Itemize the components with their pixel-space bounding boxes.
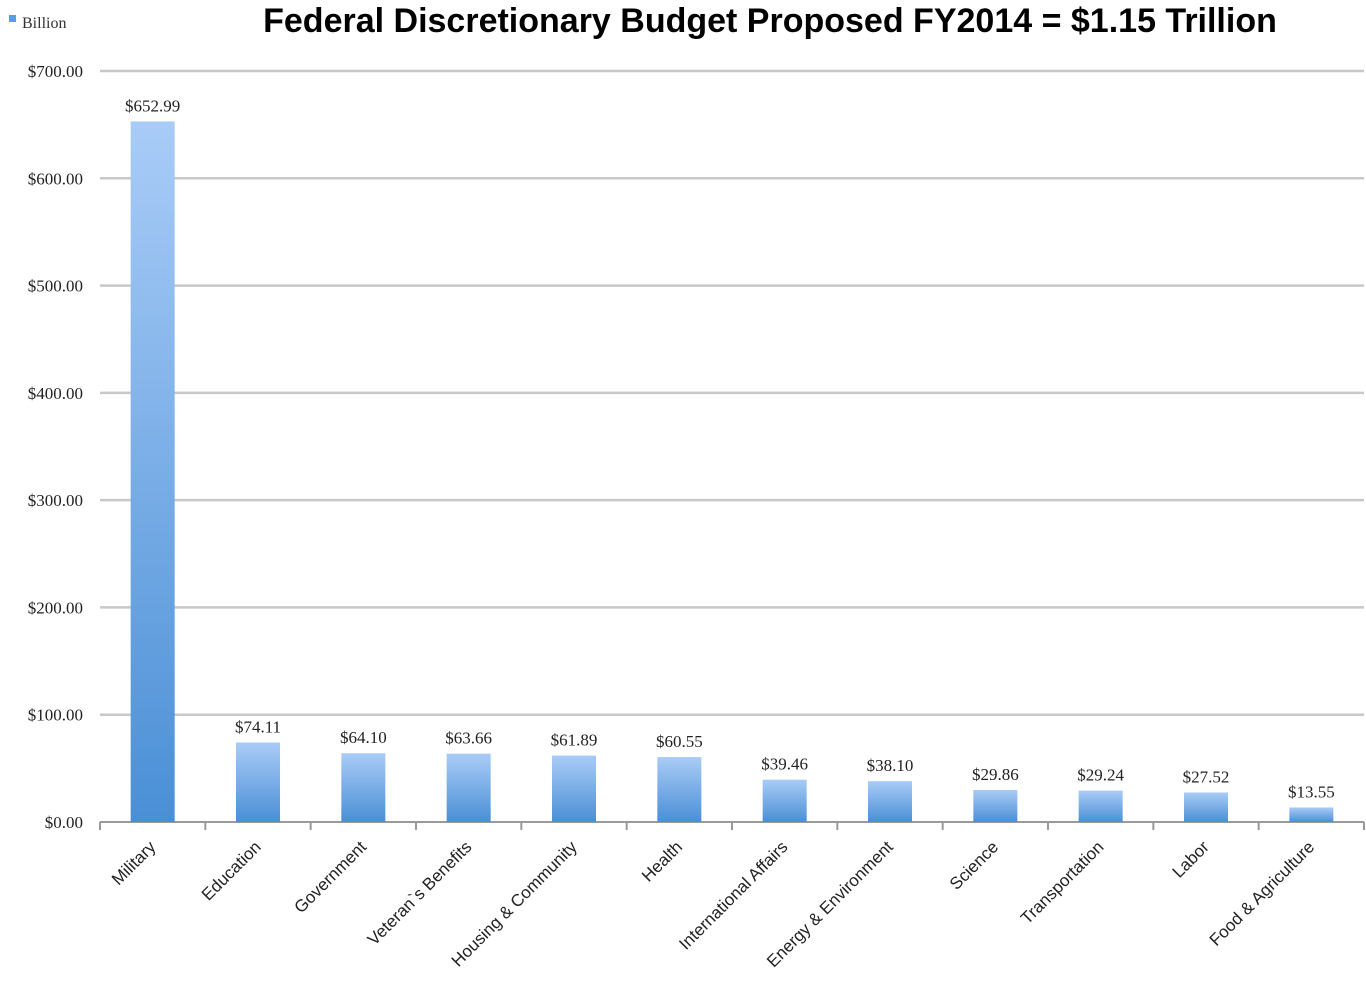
data-label: $29.86 <box>972 765 1019 784</box>
x-tick-label: Veteran`s Benefits <box>364 837 476 949</box>
y-tick-label: $600.00 <box>28 169 83 188</box>
bar <box>236 742 280 822</box>
y-tick-label: $500.00 <box>28 277 83 296</box>
data-label: $39.46 <box>761 755 808 774</box>
bar <box>1078 790 1123 822</box>
y-tick-label: $300.00 <box>28 491 83 510</box>
data-label: $652.99 <box>125 96 180 115</box>
y-tick-label: $700.00 <box>28 62 83 81</box>
y-tick-label: $0.00 <box>45 813 83 832</box>
data-label: $74.11 <box>235 717 281 736</box>
bars <box>130 121 1334 823</box>
data-label: $61.89 <box>551 731 598 750</box>
x-tick-label: Education <box>198 837 265 904</box>
data-label: $60.55 <box>656 732 703 751</box>
data-label: $63.66 <box>445 729 492 748</box>
bar <box>1289 807 1334 822</box>
y-tick-label: $200.00 <box>28 598 83 617</box>
y-tick-label: $100.00 <box>28 706 83 725</box>
data-label: $29.24 <box>1077 766 1124 785</box>
y-axis-ticks: $0.00 $100.00 $200.00 $300.00 $400.00 $500.00… <box>28 62 83 832</box>
bar <box>657 757 702 822</box>
legend-swatch <box>9 15 16 22</box>
x-tick-label: Science <box>946 837 1002 893</box>
x-tick-label: Transportation <box>1017 837 1107 927</box>
x-tick-label: International Affairs <box>675 837 791 953</box>
x-tick-label: Military <box>108 837 160 889</box>
chart-title: Federal Discretionary Budget Proposed FY… <box>263 2 1277 40</box>
y-tick-label: $400.00 <box>28 384 83 403</box>
gridlines <box>99 69 1365 830</box>
bar <box>973 789 1018 822</box>
bar <box>762 779 807 822</box>
bar <box>552 755 596 822</box>
x-tick-label: Government <box>291 837 371 917</box>
data-labels: $652.99 $74.11 $64.10 $63.66 $61.89 $60.55 $39… <box>125 96 1335 801</box>
data-label: $13.55 <box>1288 782 1335 801</box>
data-label: $27.52 <box>1183 767 1230 786</box>
bar <box>341 753 386 822</box>
bar <box>868 781 912 822</box>
x-tick-label: Labor <box>1169 837 1213 881</box>
x-tick-label: Health <box>638 837 686 885</box>
data-label: $64.10 <box>340 728 387 747</box>
data-label: $38.10 <box>867 756 914 775</box>
x-tick-label: Food & Agriculture <box>1206 837 1318 949</box>
bar <box>130 121 175 823</box>
bar <box>446 753 491 822</box>
legend-label: Billion <box>22 15 66 32</box>
bar <box>1184 792 1228 822</box>
